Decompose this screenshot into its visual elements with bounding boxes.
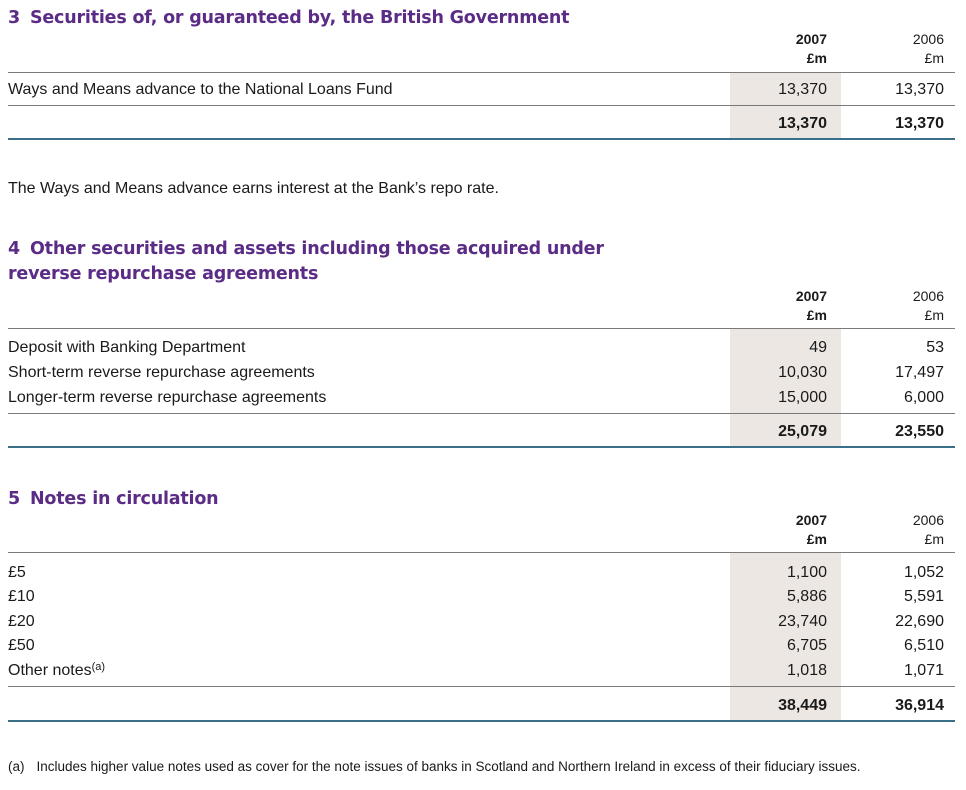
total-2007: 25,079: [778, 423, 827, 440]
footnote-marker: (a): [91, 661, 106, 673]
row-value-2007: 23,740: [778, 613, 827, 630]
row-value-2007: 6,705: [786, 637, 827, 654]
section-title-text: Securities of, or guaranteed by, the Bri…: [29, 8, 570, 28]
footnote: (a) Includes higher value notes used as c…: [8, 758, 860, 776]
row-label: Deposit with Banking Department: [8, 339, 246, 356]
row-value-2006: 5,591: [903, 588, 944, 605]
row-label: Short-term reverse repurchase agreements: [8, 364, 315, 381]
row-label: £5: [8, 564, 26, 581]
section-number: 3: [8, 8, 20, 28]
row-value-2007: 5,886: [786, 588, 827, 605]
row-value-2007: 15,000: [778, 389, 827, 406]
table-bottom-rule: [8, 720, 955, 722]
row-value-2006: 53: [926, 339, 944, 356]
row-value-2006: 17,497: [895, 364, 944, 381]
row-value-2007: 49: [809, 339, 827, 356]
row-label: Longer-term reverse repurchase agreement…: [8, 389, 327, 406]
row-value-2006: 1,071: [903, 662, 944, 679]
total-2006: 23,550: [895, 423, 944, 440]
row-label: £10: [8, 588, 35, 605]
col-unit-2007: £m: [806, 50, 827, 66]
highlight-2007-column: [730, 329, 841, 446]
highlight-2007-column: [730, 553, 841, 720]
row-value-2006: 1,052: [903, 564, 944, 581]
total-divider: [8, 105, 955, 106]
total-divider: [8, 413, 955, 414]
row-label: £50: [8, 637, 35, 654]
row-label-text: Other notes: [8, 662, 92, 679]
section-title-text: Notes in circulation: [29, 489, 219, 509]
col-year-2006: 2006: [912, 288, 944, 304]
col-unit-2006: £m: [924, 50, 944, 66]
row-value-2007: 1,018: [786, 662, 827, 679]
col-year-2007: 2007: [795, 31, 827, 47]
col-year-2006: 2006: [912, 512, 944, 528]
total-2006: 36,914: [895, 697, 944, 714]
col-year-2007: 2007: [795, 288, 827, 304]
footnote-text: Includes higher value notes used as cove…: [36, 759, 861, 774]
total-divider: [8, 686, 955, 687]
section-3-title: 3 Securities of, or guaranteed by, the Br…: [8, 6, 628, 31]
header-divider: [8, 72, 955, 73]
header-divider: [8, 328, 955, 329]
section-3-note: The Ways and Means advance earns interes…: [8, 180, 499, 197]
row-value-2006: 6,000: [903, 389, 944, 406]
section-number: 4: [8, 239, 20, 259]
total-2006: 13,370: [895, 115, 944, 132]
footnote-marker: (a): [8, 759, 25, 774]
col-unit-2007: £m: [806, 531, 827, 547]
row-value-2006: 13,370: [895, 81, 944, 98]
row-value-2007: 10,030: [778, 364, 827, 381]
col-unit-2006: £m: [924, 307, 944, 323]
section-title-line2: reverse repurchase agreements: [8, 264, 319, 284]
row-value-2007: 1,100: [786, 564, 827, 581]
total-2007: 38,449: [778, 697, 827, 714]
header-divider: [8, 552, 955, 553]
col-unit-2007: £m: [806, 307, 827, 323]
total-2007: 13,370: [778, 115, 827, 132]
row-value-2007: 13,370: [778, 81, 827, 98]
table-bottom-rule: [8, 138, 955, 140]
section-title-line1: Other securities and assets including th…: [29, 239, 604, 259]
section-5-title: 5 Notes in circulation: [8, 487, 628, 512]
col-year-2006: 2006: [912, 31, 944, 47]
section-4-title: 4 Other securities and assets including t…: [8, 237, 628, 287]
col-year-2007: 2007: [795, 512, 827, 528]
row-label: £20: [8, 613, 35, 630]
row-value-2006: 22,690: [895, 613, 944, 630]
section-number: 5: [8, 489, 20, 509]
row-value-2006: 6,510: [903, 637, 944, 654]
table-bottom-rule: [8, 446, 955, 448]
row-label: Ways and Means advance to the National L…: [8, 81, 393, 98]
col-unit-2006: £m: [924, 531, 944, 547]
row-label: Other notes(a): [8, 661, 105, 681]
